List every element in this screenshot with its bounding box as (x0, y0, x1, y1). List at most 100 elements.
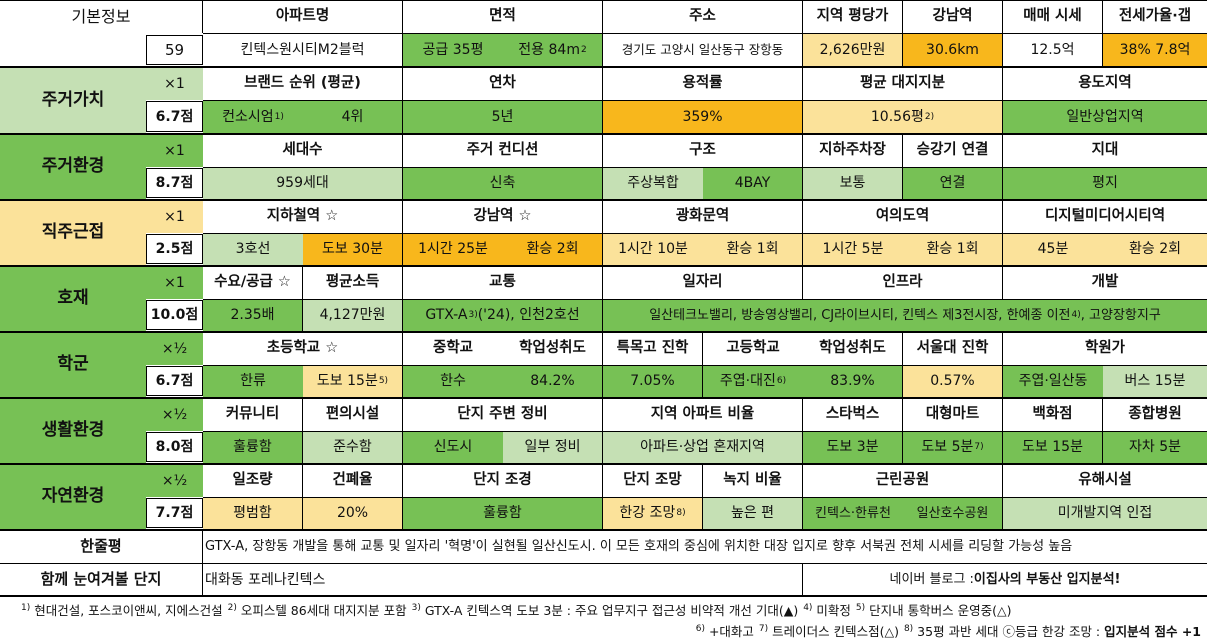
score-residential-env: 8.7점 (146, 168, 203, 198)
header-subway: 지하철역 ☆ (203, 200, 403, 233)
far-value: 359% (603, 100, 803, 133)
header-gwanghwamun: 광화문역 (603, 200, 803, 233)
summary-label: 한줄평 (0, 530, 203, 563)
header-apartment-name: 아파트명 (203, 0, 403, 33)
header-gangnam-distance: 강남역 (903, 0, 1003, 33)
header-snu: 서울대 진학 (903, 332, 1003, 365)
yeouido-time: 1시간 5분 (803, 233, 903, 265)
summary-text: GTX-A, 장항동 개발을 통해 교통 및 일자리 '혁명'이 실현될 일산신… (203, 530, 1207, 563)
header-supply-demand: 수요/공급 ☆ (203, 266, 303, 299)
header-jeonse-gap: 전세가율·갭 (1103, 0, 1207, 33)
dmc-time: 45분 (1003, 233, 1103, 265)
gangnam-distance-value: 30.6km (903, 34, 1003, 66)
header-dev: 개발 (1003, 266, 1207, 299)
score-school: 6.7점 (146, 366, 203, 396)
dmc-transfer: 환승 2회 (1103, 233, 1207, 265)
special-high-value: 7.05% (603, 365, 703, 397)
header-coverage: 건폐율 (303, 464, 403, 497)
header-jobs: 일자리 (603, 266, 803, 299)
view-value: 한강 조망 8) (603, 497, 703, 529)
header-households: 세대수 (203, 134, 403, 167)
score-residential-value: 6.7점 (146, 101, 203, 132)
address-value: 경기도 고양시 일산동구 장항동 (603, 34, 803, 66)
sunlight-value: 평범함 (203, 497, 303, 529)
brand-builder: 컨소시엄 1) (203, 100, 303, 133)
snu-value: 0.57% (903, 365, 1003, 397)
hazard-value: 미개발지역 인접 (1003, 497, 1207, 529)
header-community: 커뮤니티 (203, 398, 303, 431)
high-name: 주엽·대진 6) (703, 365, 803, 397)
header-yeouido: 여의도역 (803, 200, 1003, 233)
households-value: 959세대 (203, 167, 403, 199)
structure-type: 주상복합 (603, 167, 703, 199)
score-commute: 2.5점 (146, 234, 203, 264)
green-ratio-value: 높은 편 (703, 497, 803, 529)
multiplier-living-env: ×½ (146, 398, 203, 431)
header-far: 용적률 (603, 67, 803, 100)
area-exclusive: 전용 84m 2 (503, 34, 603, 66)
category-commute: 직주근접 (0, 200, 146, 265)
subway-walk: 도보 30분 (303, 233, 403, 265)
jobs-infra-dev-value: 일산테크노밸리, 방송영상밸리, CJ라이브시티, 킨텍스 제3전시장, 한예종… (603, 299, 1207, 331)
structure-bay: 4BAY (703, 167, 803, 199)
multiplier-residential-value: ×1 (146, 67, 203, 100)
middle-name: 한수 (403, 365, 503, 397)
header-mart: 대형마트 (903, 398, 1003, 431)
compare-value: 대화동 포레나킨텍스 (203, 564, 803, 595)
middle-achieve-value: 84.2% (503, 365, 603, 397)
category-residential-value: 주거가치 (0, 67, 146, 133)
condition-value: 신축 (403, 167, 603, 199)
zoning-value: 일반상업지역 (1003, 100, 1207, 133)
header-infra: 인프라 (803, 266, 1003, 299)
high-achieve-value: 83.9% (803, 365, 903, 397)
basic-number: 59 (146, 35, 203, 65)
terrain-value: 평지 (1003, 167, 1207, 199)
apartment-name: 킨텍스원시티M2블럭 (203, 34, 403, 66)
multiplier-development: ×1 (146, 266, 203, 299)
header-terrain: 지대 (1003, 134, 1207, 167)
coverage-value: 20% (303, 497, 403, 529)
header-view: 단지 조망 (603, 464, 703, 497)
gangnam-time: 1시간 25분 (403, 233, 503, 265)
footnotes-line-1: 1) 현대건설, 포스코이앤씨, 지에스건설 2) 오피스텔 86세대 대지지분… (21, 602, 1012, 618)
header-address: 주소 (603, 0, 803, 33)
score-living-env: 8.0점 (146, 432, 203, 462)
header-apartment-ratio: 지역 아파트 비율 (603, 398, 803, 431)
academy-bus: 버스 15분 (1103, 365, 1207, 397)
header-condition: 주거 컨디션 (403, 134, 603, 167)
brand-rank: 4위 (303, 100, 403, 133)
header-maintenance: 단지 주변 정비 (403, 398, 603, 431)
gangnam-transfer: 환승 2회 (503, 233, 603, 265)
header-area: 면적 (403, 0, 603, 33)
park-b: 일산호수공원 (903, 497, 1003, 529)
header-department: 백화점 (1003, 398, 1103, 431)
gwanghwamun-transfer: 환승 1회 (703, 233, 803, 265)
elementary-walk: 도보 15분 5) (303, 365, 403, 397)
header-high-achieve: 학업성취도 (803, 332, 903, 365)
header-sale-price: 매매 시세 (1003, 0, 1103, 33)
elementary-name: 한류 (203, 365, 303, 397)
category-school: 학군 (0, 332, 146, 397)
multiplier-nature-env: ×½ (146, 464, 203, 497)
park-a: 킨텍스·한류천 (803, 497, 903, 529)
category-nature-env: 자연환경 (0, 464, 146, 529)
academy-area: 주엽·일산동 (1003, 365, 1103, 397)
compare-label: 함께 눈여겨볼 단지 (0, 564, 203, 595)
header-middle-achieve: 학업성취도 (503, 332, 603, 365)
blog-credit: 네이버 블로그 : 이집사의 부동산 입지분석! (803, 564, 1207, 595)
community-value: 훌륭함 (203, 431, 303, 463)
maintenance-b: 일부 정비 (503, 431, 603, 463)
score-development: 10.0점 (146, 300, 203, 330)
yeouido-transfer: 환승 1회 (903, 233, 1003, 265)
header-hazard: 유해시설 (1003, 464, 1207, 497)
sale-price-value: 12.5억 (1003, 34, 1103, 66)
header-sunlight: 일조량 (203, 464, 303, 497)
header-academy: 학원가 (1003, 332, 1207, 365)
header-parking: 지하주차장 (803, 134, 903, 167)
multiplier-residential-env: ×1 (146, 134, 203, 167)
landscape-value: 훌륭함 (403, 497, 603, 529)
category-development: 호재 (0, 266, 146, 331)
header-park: 근린공원 (803, 464, 1003, 497)
header-income: 평균소득 (303, 266, 403, 299)
